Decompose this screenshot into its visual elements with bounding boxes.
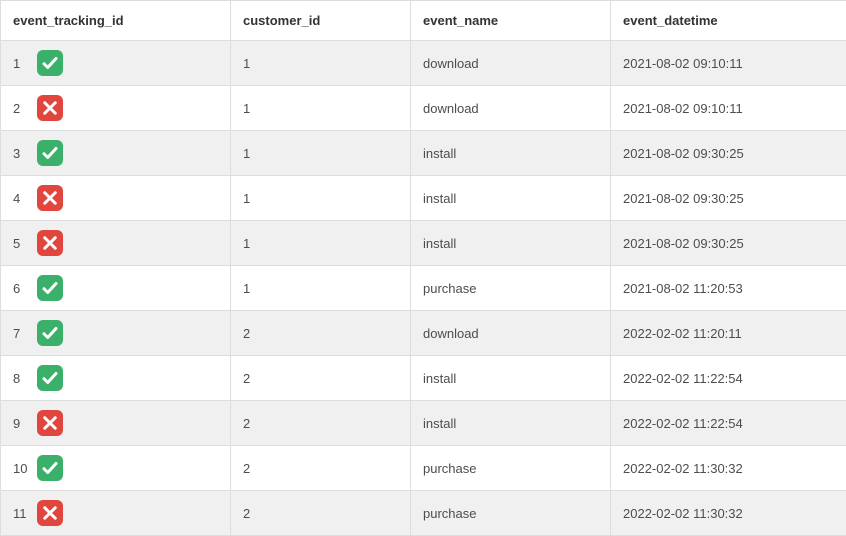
cell-event-datetime: 2021-08-02 09:30:25: [611, 131, 846, 176]
table-row: 8 2install2022-02-02 11:22:54: [1, 356, 846, 401]
cell-event-tracking-id: 11: [1, 491, 231, 536]
event-tracking-id-value: 5: [13, 236, 29, 251]
table-row: 11 2purchase2022-02-02 11:30:32: [1, 491, 846, 536]
event-tracking-id-value: 2: [13, 101, 29, 116]
table-row: 11download2021-08-02 09:10:11: [1, 41, 846, 86]
event-tracking-id-value: 11: [13, 506, 29, 521]
table-row: 2 1download2021-08-02 09:10:11: [1, 86, 846, 131]
cell-event-datetime: 2022-02-02 11:30:32: [611, 446, 846, 491]
cell-event-datetime: 2022-02-02 11:30:32: [611, 491, 846, 536]
cell-customer-id: 2: [231, 401, 411, 446]
event-tracking-id-value: 8: [13, 371, 29, 386]
check-icon: [37, 275, 63, 301]
cell-customer-id: 1: [231, 86, 411, 131]
cell-customer-id: 2: [231, 491, 411, 536]
cross-icon: [37, 95, 63, 121]
col-header-event-datetime: event_datetime: [611, 1, 846, 41]
cell-event-name: purchase: [411, 446, 611, 491]
col-header-customer-id: customer_id: [231, 1, 411, 41]
table-row: 10 2purchase2022-02-02 11:30:32: [1, 446, 846, 491]
cell-event-name: install: [411, 176, 611, 221]
cell-event-name: purchase: [411, 266, 611, 311]
cell-event-tracking-id: 7: [1, 311, 231, 356]
table-row: 4 1install2021-08-02 09:30:25: [1, 176, 846, 221]
cell-event-name: download: [411, 311, 611, 356]
check-icon: [37, 320, 63, 346]
table-row: 6 1purchase2021-08-02 11:20:53: [1, 266, 846, 311]
cell-event-name: install: [411, 401, 611, 446]
cell-event-tracking-id: 2: [1, 86, 231, 131]
cell-customer-id: 2: [231, 311, 411, 356]
event-tracking-id-value: 9: [13, 416, 29, 431]
event-tracking-id-value: 4: [13, 191, 29, 206]
cell-event-datetime: 2021-08-02 09:30:25: [611, 176, 846, 221]
check-icon: [37, 365, 63, 391]
event-tracking-id-value: 1: [13, 56, 29, 71]
events-table-container: event_tracking_id customer_id event_name…: [0, 0, 846, 536]
cell-event-name: download: [411, 86, 611, 131]
cell-customer-id: 2: [231, 446, 411, 491]
cell-customer-id: 1: [231, 176, 411, 221]
cell-customer-id: 1: [231, 131, 411, 176]
cell-event-name: download: [411, 41, 611, 86]
table-row: 7 2download2022-02-02 11:20:11: [1, 311, 846, 356]
cell-event-name: install: [411, 356, 611, 401]
cell-event-datetime: 2022-02-02 11:22:54: [611, 356, 846, 401]
cross-icon: [37, 410, 63, 436]
event-tracking-id-value: 3: [13, 146, 29, 161]
cell-event-datetime: 2022-02-02 11:20:11: [611, 311, 846, 356]
col-header-event-name: event_name: [411, 1, 611, 41]
cross-icon: [37, 185, 63, 211]
check-icon: [37, 455, 63, 481]
cell-customer-id: 1: [231, 41, 411, 86]
cell-event-datetime: 2021-08-02 09:10:11: [611, 86, 846, 131]
table-row: 5 1install2021-08-02 09:30:25: [1, 221, 846, 266]
check-icon: [37, 140, 63, 166]
cell-event-tracking-id: 8: [1, 356, 231, 401]
check-icon: [37, 50, 63, 76]
cell-event-datetime: 2022-02-02 11:22:54: [611, 401, 846, 446]
cross-icon: [37, 500, 63, 526]
events-table: event_tracking_id customer_id event_name…: [0, 0, 846, 536]
table-header-row: event_tracking_id customer_id event_name…: [1, 1, 846, 41]
cell-event-tracking-id: 4: [1, 176, 231, 221]
event-tracking-id-value: 10: [13, 461, 29, 476]
table-row: 9 2install2022-02-02 11:22:54: [1, 401, 846, 446]
cell-customer-id: 1: [231, 221, 411, 266]
cell-event-name: purchase: [411, 491, 611, 536]
cell-event-datetime: 2021-08-02 09:10:11: [611, 41, 846, 86]
table-body: 11download2021-08-02 09:10:1121download2…: [1, 41, 846, 536]
event-tracking-id-value: 7: [13, 326, 29, 341]
cross-icon: [37, 230, 63, 256]
cell-event-tracking-id: 6: [1, 266, 231, 311]
event-tracking-id-value: 6: [13, 281, 29, 296]
cell-customer-id: 1: [231, 266, 411, 311]
cell-event-name: install: [411, 131, 611, 176]
cell-event-tracking-id: 5: [1, 221, 231, 266]
cell-customer-id: 2: [231, 356, 411, 401]
table-row: 3 1install2021-08-02 09:30:25: [1, 131, 846, 176]
cell-event-tracking-id: 3: [1, 131, 231, 176]
cell-event-tracking-id: 1: [1, 41, 231, 86]
cell-event-name: install: [411, 221, 611, 266]
cell-event-tracking-id: 10: [1, 446, 231, 491]
cell-event-tracking-id: 9: [1, 401, 231, 446]
cell-event-datetime: 2021-08-02 11:20:53: [611, 266, 846, 311]
col-header-event-tracking-id: event_tracking_id: [1, 1, 231, 41]
cell-event-datetime: 2021-08-02 09:30:25: [611, 221, 846, 266]
